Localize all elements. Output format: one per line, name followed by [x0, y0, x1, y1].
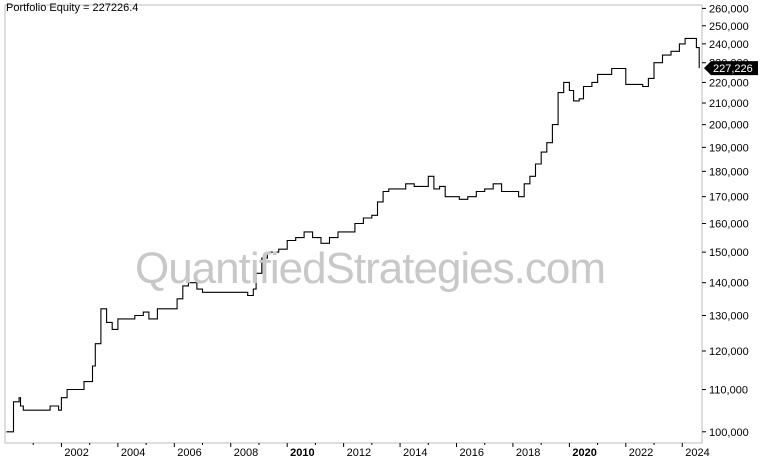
last-value-badge: [704, 61, 758, 76]
y-tick-label: 150,000: [709, 247, 749, 259]
equity-series-line: [6, 37, 700, 433]
x-tick-label: 2024: [685, 447, 709, 459]
y-tick-label: 170,000: [709, 192, 749, 204]
y-tick-label: 120,000: [709, 346, 749, 358]
y-tick-label: 180,000: [709, 166, 749, 178]
x-tick-label: 2022: [629, 447, 653, 459]
x-tick-label: 2012: [347, 447, 371, 459]
y-tick-label: 260,000: [709, 3, 749, 15]
x-tick-label: 2008: [234, 447, 258, 459]
y-tick-label: 190,000: [709, 142, 749, 154]
y-tick-label: 140,000: [709, 278, 749, 290]
x-tick-label: 2020: [572, 447, 596, 459]
x-tick-label: 2002: [64, 447, 88, 459]
y-tick-label: 240,000: [709, 39, 749, 51]
y-tick-label: 110,000: [709, 385, 748, 397]
x-tick-label: 2004: [121, 447, 145, 459]
x-tick-label: 2018: [516, 447, 540, 459]
x-tick-label: 2006: [177, 447, 201, 459]
y-tick-label: 160,000: [709, 219, 749, 231]
y-tick-label: 200,000: [709, 120, 749, 132]
y-tick-label: 220,000: [709, 77, 749, 89]
x-tick-label: 2016: [459, 447, 483, 459]
x-tick-label: 2010: [290, 447, 314, 459]
chart-title: Portfolio Equity = 227226.4: [6, 2, 139, 14]
y-tick-label: 130,000: [709, 311, 749, 323]
x-tick-label: 2014: [403, 447, 427, 459]
y-tick-label: 100,000: [709, 427, 749, 439]
last-value-label: 227,226: [713, 63, 753, 75]
y-tick-label: 210,000: [709, 98, 749, 110]
plot-frame: [4, 4, 703, 444]
y-tick-label: 250,000: [709, 21, 749, 33]
